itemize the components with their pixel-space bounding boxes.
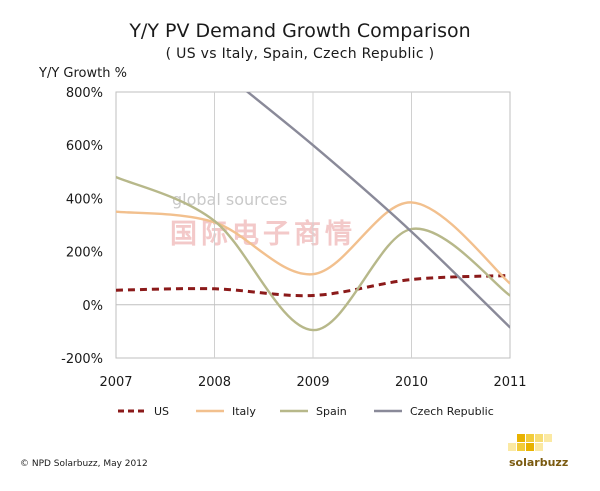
solar-grid-icon bbox=[508, 434, 552, 451]
series-line-czech-republic bbox=[245, 92, 510, 329]
watermark: global sources 国际电子商情 bbox=[170, 190, 356, 250]
legend-item-spain: Spain bbox=[280, 405, 347, 418]
watermark-line2: 国际电子商情 bbox=[170, 219, 356, 250]
watermark-line1: global sources bbox=[172, 190, 287, 209]
legend-label: Spain bbox=[316, 405, 347, 418]
logo-text: solarbuzz bbox=[509, 456, 568, 469]
x-tick-labels: 2007 2008 2009 2010 2011 bbox=[99, 375, 526, 390]
x-tick-label: 2011 bbox=[493, 375, 526, 390]
x-tick-label: 2009 bbox=[296, 375, 329, 390]
y-tick-label: 400% bbox=[66, 192, 103, 207]
legend-item-italy: Italy bbox=[196, 405, 256, 418]
source-note: © NPD Solarbuzz, May 2012 bbox=[20, 459, 148, 469]
x-tick-label: 2007 bbox=[99, 375, 132, 390]
legend: US Italy Spain Czech Republic bbox=[118, 405, 494, 418]
chart-subtitle: ( US vs Italy, Spain, Czech Republic ) bbox=[166, 46, 435, 62]
y-tick-label: 800% bbox=[66, 86, 103, 101]
legend-label: Czech Republic bbox=[410, 405, 494, 418]
y-tick-label: 200% bbox=[66, 246, 103, 261]
series-line-us bbox=[116, 274, 510, 298]
y-tick-label: 600% bbox=[66, 139, 103, 154]
legend-label: Italy bbox=[232, 405, 256, 418]
series-line-spain bbox=[116, 175, 510, 332]
y-tick-label: 0% bbox=[82, 299, 103, 314]
legend-item-us: US bbox=[118, 405, 169, 418]
y-tick-labels: -200% 0% 200% 400% 600% 800% bbox=[61, 86, 103, 367]
series-line-italy bbox=[116, 201, 510, 285]
series-lines bbox=[116, 92, 510, 332]
x-tick-label: 2010 bbox=[395, 375, 428, 390]
y-tick-label: -200% bbox=[61, 352, 103, 367]
solarbuzz-logo: solarbuzz bbox=[508, 434, 568, 469]
chart-title: Y/Y PV Demand Growth Comparison bbox=[128, 20, 470, 42]
legend-label: US bbox=[154, 405, 169, 418]
y-axis-label: Y/Y Growth % bbox=[38, 66, 127, 81]
legend-item-czech-republic: Czech Republic bbox=[374, 405, 494, 418]
gridlines-vertical bbox=[214, 92, 412, 358]
x-tick-label: 2008 bbox=[198, 375, 231, 390]
